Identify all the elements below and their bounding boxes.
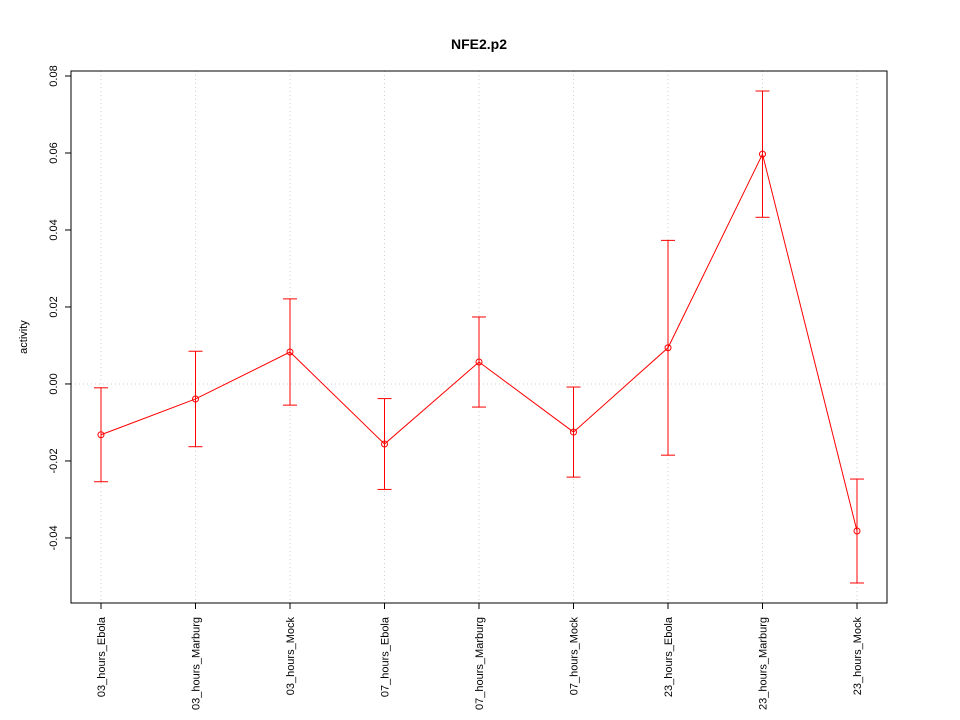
- point: [759, 150, 766, 158]
- point: [97, 431, 105, 439]
- y-tick-label: -0.04: [48, 525, 60, 550]
- x-tick-label: 23_hours_Ebola: [663, 616, 675, 697]
- y-axis-label: activity: [18, 320, 30, 354]
- point: [570, 428, 577, 436]
- point: [853, 527, 861, 535]
- x-tick-label: 03_hours_Mock: [285, 617, 297, 696]
- x-tick-label: 03_hours_Ebola: [96, 616, 108, 697]
- y-tick-label: 0.00: [48, 373, 60, 394]
- point: [381, 440, 388, 448]
- x-tick-label: 23_hours_Marburg: [758, 617, 770, 710]
- x-tick-label: 23_hours_Mock: [852, 617, 864, 696]
- y-tick-label: 0.02: [48, 296, 60, 317]
- y-tick-label: 0.06: [48, 142, 60, 163]
- chart-title: NFE2.p2: [451, 36, 507, 52]
- x-tick-label: 07_hours_Mock: [569, 617, 581, 696]
- point: [475, 358, 483, 366]
- y-tick-label: 0.08: [48, 65, 60, 86]
- point: [192, 395, 199, 403]
- point: [664, 344, 672, 352]
- y-tick-label: 0.04: [48, 219, 60, 240]
- y-tick-label: -0.02: [48, 448, 60, 473]
- x-tick-label: 03_hours_Marburg: [191, 617, 203, 710]
- x-tick-label: 07_hours_Marburg: [474, 617, 486, 710]
- x-tick-label: 07_hours_Ebola: [380, 616, 392, 697]
- point: [286, 348, 294, 356]
